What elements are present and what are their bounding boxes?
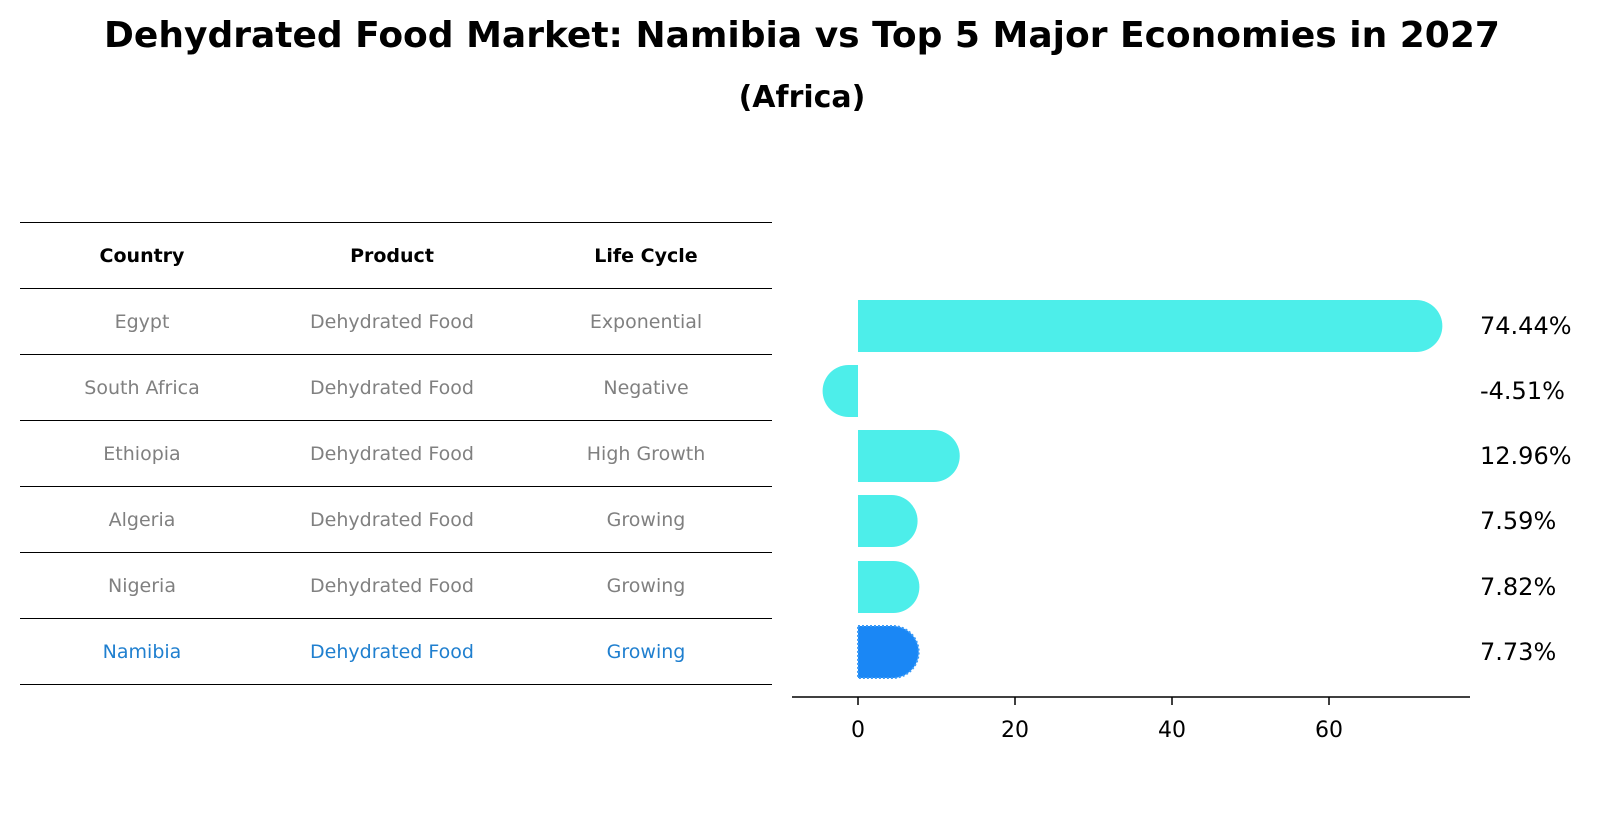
bar-south-africa bbox=[822, 365, 858, 417]
value-label: 7.82% bbox=[1480, 573, 1556, 601]
product-cell: Dehydrated Food bbox=[310, 442, 474, 465]
header-country: Country bbox=[99, 244, 185, 267]
bar-nigeria bbox=[858, 561, 920, 613]
table-row-highlighted: Namibia Dehydrated Food Growing bbox=[20, 619, 772, 685]
x-tick-label: 0 bbox=[851, 718, 865, 743]
chart-subtitle: (Africa) bbox=[738, 80, 866, 115]
header-product: Product bbox=[350, 244, 434, 267]
value-label: -4.51% bbox=[1480, 377, 1565, 405]
product-cell: Dehydrated Food bbox=[310, 640, 474, 663]
value-label: 12.96% bbox=[1480, 442, 1572, 470]
bar-namibia bbox=[857, 625, 920, 679]
x-tick-label: 60 bbox=[1315, 718, 1343, 743]
life-cycle-cell: Growing bbox=[606, 640, 686, 663]
table-row: Algeria Dehydrated Food Growing bbox=[20, 487, 772, 553]
table-row: Nigeria Dehydrated Food Growing bbox=[20, 553, 772, 619]
table-row: South Africa Dehydrated Food Negative bbox=[20, 355, 772, 421]
product-cell: Dehydrated Food bbox=[310, 376, 474, 399]
life-cycle-cell: High Growth bbox=[586, 442, 706, 465]
table-row: Egypt Dehydrated Food Exponential bbox=[20, 289, 772, 355]
table-row: Ethiopia Dehydrated Food High Growth bbox=[20, 421, 772, 487]
life-cycle-cell: Exponential bbox=[589, 310, 703, 333]
value-label: 74.44% bbox=[1480, 312, 1572, 340]
product-cell: Dehydrated Food bbox=[310, 508, 474, 531]
life-cycle-cell: Growing bbox=[606, 574, 686, 597]
product-cell: Dehydrated Food bbox=[310, 574, 474, 597]
bar-egypt bbox=[858, 300, 1443, 352]
product-cell: Dehydrated Food bbox=[310, 310, 474, 333]
country-cell: Namibia bbox=[102, 640, 182, 663]
header-life-cycle: Life Cycle bbox=[594, 244, 698, 267]
country-cell: South Africa bbox=[84, 376, 200, 399]
country-cell: Nigeria bbox=[108, 574, 176, 597]
country-cell: Algeria bbox=[108, 508, 176, 531]
table-header-row: Country Product Life Cycle bbox=[20, 223, 772, 289]
bar-algeria bbox=[858, 495, 918, 547]
chart-title: Dehydrated Food Market: Namibia vs Top 5… bbox=[104, 15, 1500, 56]
value-label: 7.73% bbox=[1480, 638, 1556, 666]
life-cycle-cell: Growing bbox=[606, 508, 686, 531]
country-cell: Ethiopia bbox=[103, 442, 181, 465]
country-table: Country Product Life Cycle Egypt Dehydra… bbox=[20, 222, 772, 685]
country-cell: Egypt bbox=[114, 310, 170, 333]
bar-ethiopia bbox=[858, 430, 960, 482]
x-tick-label: 40 bbox=[1158, 718, 1186, 743]
life-cycle-cell: Negative bbox=[603, 376, 689, 399]
value-label: 7.59% bbox=[1480, 507, 1556, 535]
x-tick-label: 20 bbox=[1001, 718, 1029, 743]
